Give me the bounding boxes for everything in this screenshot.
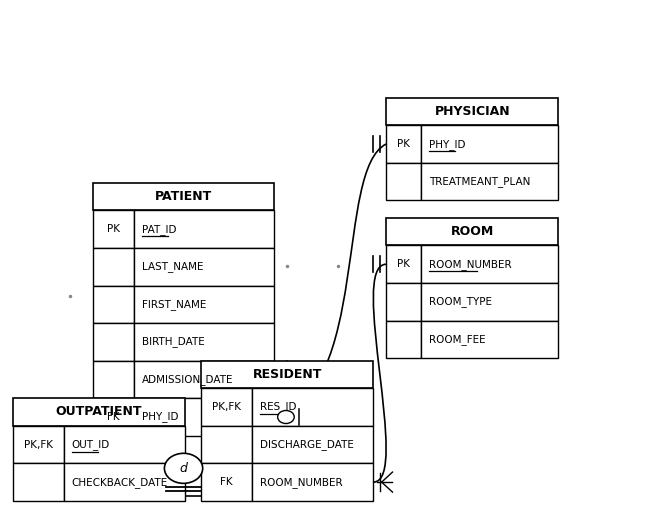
Text: PK: PK bbox=[397, 139, 410, 149]
Text: ROOM_NUMBER: ROOM_NUMBER bbox=[260, 477, 342, 487]
Bar bbox=[13, 398, 185, 426]
Bar bbox=[92, 286, 134, 323]
Bar bbox=[92, 183, 275, 211]
Bar bbox=[252, 426, 374, 463]
Bar bbox=[386, 125, 421, 163]
Bar bbox=[201, 426, 252, 463]
Bar bbox=[201, 361, 373, 388]
Text: TREATMEANT_PLAN: TREATMEANT_PLAN bbox=[429, 176, 530, 187]
Text: RES_ID: RES_ID bbox=[260, 402, 296, 412]
Bar bbox=[92, 398, 134, 436]
Text: OUTPATIENT: OUTPATIENT bbox=[56, 406, 143, 419]
Text: ROOM: ROOM bbox=[450, 225, 494, 238]
Text: ROOM_NUMBER: ROOM_NUMBER bbox=[429, 259, 512, 270]
Text: FK: FK bbox=[107, 412, 120, 422]
Text: PAT_ID: PAT_ID bbox=[142, 224, 176, 235]
Text: BIRTH_DATE: BIRTH_DATE bbox=[142, 336, 204, 347]
Bar bbox=[252, 463, 374, 501]
Text: ROOM_TYPE: ROOM_TYPE bbox=[429, 296, 492, 307]
Bar bbox=[134, 286, 275, 323]
Text: OUT_ID: OUT_ID bbox=[72, 439, 110, 450]
Text: PHY_ID: PHY_ID bbox=[142, 411, 178, 423]
Bar bbox=[92, 248, 134, 286]
Bar bbox=[92, 323, 134, 361]
Circle shape bbox=[165, 453, 202, 483]
Bar bbox=[386, 218, 559, 245]
Bar bbox=[421, 125, 559, 163]
Bar bbox=[134, 248, 275, 286]
Bar bbox=[92, 211, 134, 248]
Bar bbox=[201, 388, 252, 426]
Text: RESIDENT: RESIDENT bbox=[253, 368, 322, 381]
Bar bbox=[386, 283, 421, 320]
Text: PK: PK bbox=[107, 224, 120, 234]
Text: PK: PK bbox=[397, 259, 410, 269]
Text: ROOM_FEE: ROOM_FEE bbox=[429, 334, 486, 345]
Text: FIRST_NAME: FIRST_NAME bbox=[142, 299, 206, 310]
Bar bbox=[64, 463, 185, 501]
Bar bbox=[13, 426, 64, 463]
Bar bbox=[386, 98, 559, 125]
Bar bbox=[64, 426, 185, 463]
Bar bbox=[134, 398, 275, 436]
Bar bbox=[134, 211, 275, 248]
Text: PATIENT: PATIENT bbox=[155, 190, 212, 203]
Bar bbox=[421, 245, 559, 283]
Text: PHY_ID: PHY_ID bbox=[429, 138, 465, 150]
Bar bbox=[201, 463, 252, 501]
Bar bbox=[252, 388, 374, 426]
Bar bbox=[386, 320, 421, 358]
Text: FK: FK bbox=[220, 477, 233, 487]
Text: DISCHARGE_DATE: DISCHARGE_DATE bbox=[260, 439, 353, 450]
Text: PK,FK: PK,FK bbox=[24, 439, 53, 450]
Bar bbox=[421, 283, 559, 320]
Text: LAST_NAME: LAST_NAME bbox=[142, 261, 203, 272]
Bar bbox=[134, 361, 275, 398]
Bar bbox=[92, 361, 134, 398]
Text: ADMISSION_DATE: ADMISSION_DATE bbox=[142, 374, 233, 385]
Bar bbox=[421, 320, 559, 358]
Bar bbox=[386, 245, 421, 283]
Circle shape bbox=[277, 410, 294, 424]
Text: CHECKBACK_DATE: CHECKBACK_DATE bbox=[72, 477, 168, 487]
Bar bbox=[13, 463, 64, 501]
Bar bbox=[386, 163, 421, 200]
Bar bbox=[421, 163, 559, 200]
Bar bbox=[134, 323, 275, 361]
Text: PK,FK: PK,FK bbox=[212, 402, 241, 412]
Text: PHYSICIAN: PHYSICIAN bbox=[434, 105, 510, 118]
Text: d: d bbox=[180, 462, 187, 475]
